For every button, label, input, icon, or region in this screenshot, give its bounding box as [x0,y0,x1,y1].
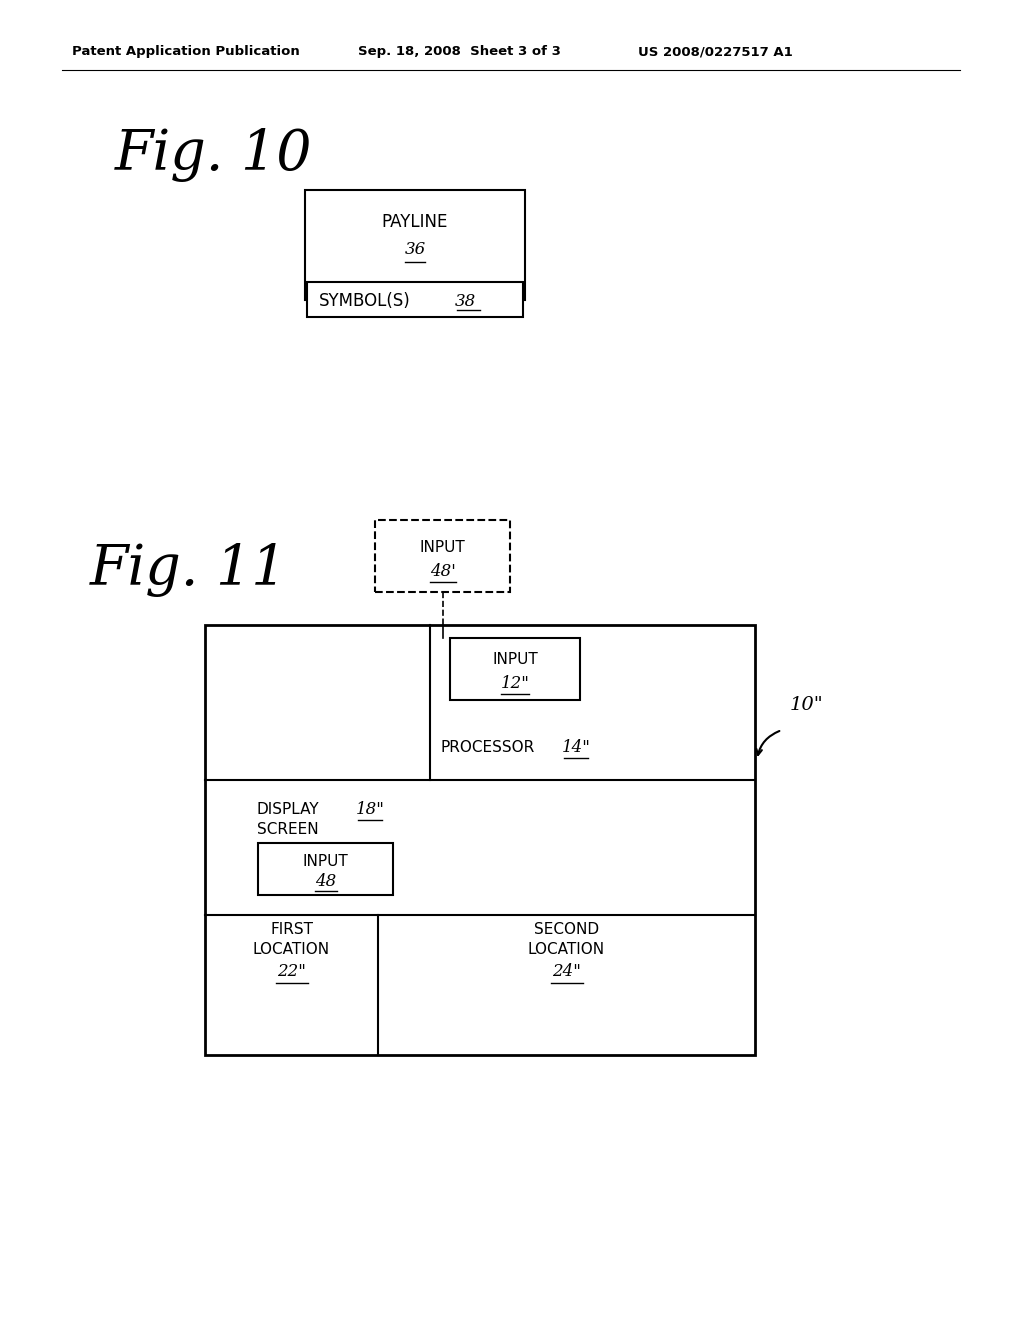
Text: 24": 24" [552,964,581,981]
Bar [307,282,523,317]
Bar [258,843,393,895]
Text: 36: 36 [404,242,426,259]
Text: 12": 12" [501,676,529,693]
Text: Fig. 10: Fig. 10 [115,128,312,182]
Text: FIRST: FIRST [270,923,313,937]
Text: 10": 10" [790,696,823,714]
Text: INPUT: INPUT [493,652,538,668]
Text: INPUT: INPUT [303,854,348,869]
Text: Patent Application Publication: Patent Application Publication [72,45,300,58]
Text: INPUT: INPUT [420,540,465,556]
Bar [450,638,580,700]
Text: 14": 14" [562,739,591,756]
Text: 48': 48' [429,564,456,581]
Text: SCREEN: SCREEN [257,822,318,837]
Text: US 2008/0227517 A1: US 2008/0227517 A1 [638,45,793,58]
Text: SECOND: SECOND [534,923,599,937]
Text: SYMBOL(S): SYMBOL(S) [319,292,411,310]
Text: 18": 18" [355,801,384,818]
Text: PROCESSOR: PROCESSOR [440,741,535,755]
Bar [305,190,525,300]
Text: PAYLINE: PAYLINE [382,213,449,231]
Text: LOCATION: LOCATION [528,942,605,957]
Text: 38: 38 [455,293,476,309]
Bar [375,520,510,591]
Text: LOCATION: LOCATION [253,942,330,957]
Bar [205,624,755,1055]
Text: 48: 48 [314,873,336,890]
Text: Fig. 11: Fig. 11 [90,543,288,598]
Text: Sep. 18, 2008  Sheet 3 of 3: Sep. 18, 2008 Sheet 3 of 3 [358,45,561,58]
Text: DISPLAY: DISPLAY [256,803,318,817]
Text: 22": 22" [278,964,306,981]
